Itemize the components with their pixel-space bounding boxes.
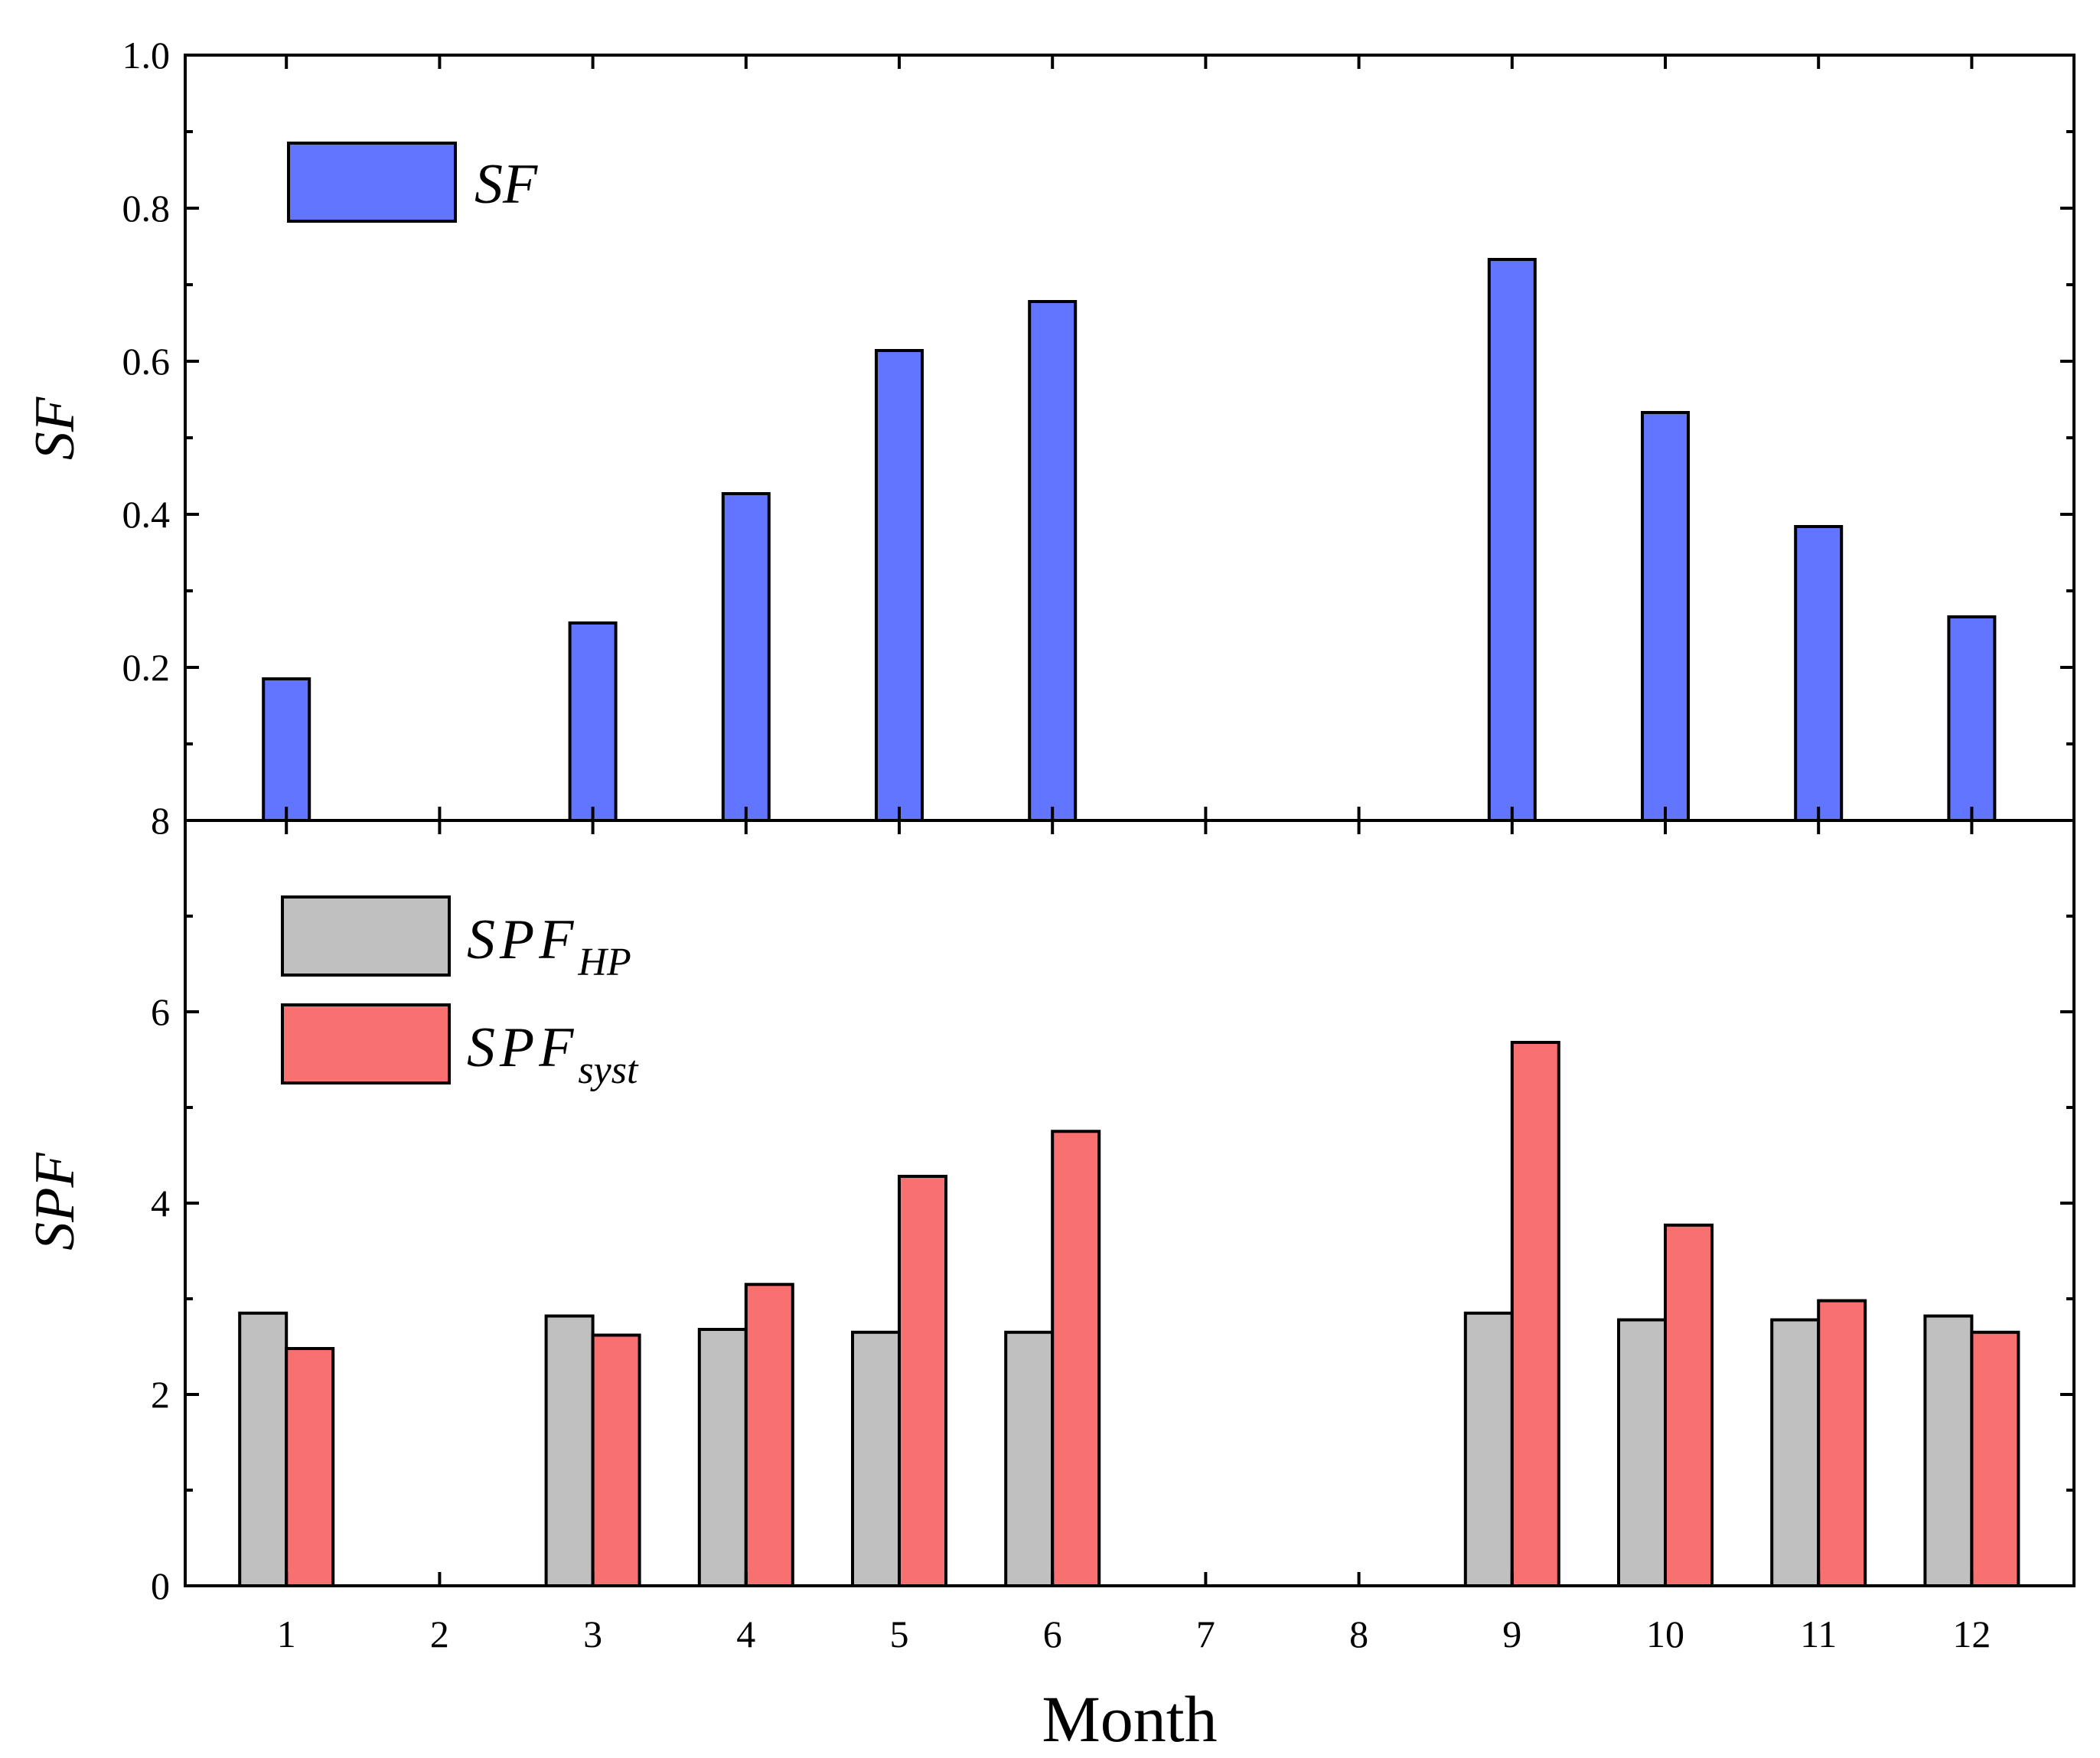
x-tick-label: 2 <box>430 1613 449 1655</box>
spf-syst-bar <box>1664 1223 1714 1587</box>
spf-hp-legend-label: SPFHP <box>467 908 631 984</box>
x-tick-label: 9 <box>1502 1613 1521 1655</box>
x-axis-title: Month <box>1042 1682 1217 1756</box>
spf-syst-legend-main: SPF <box>467 1016 578 1079</box>
spf-y-axis-title: SPF <box>24 1153 86 1251</box>
x-tick-label: 12 <box>1952 1613 1991 1655</box>
spf-hp-bar <box>1004 1330 1055 1587</box>
sf-bar <box>721 492 771 822</box>
spf-hp-bar <box>544 1314 595 1587</box>
x-tick-label: 1 <box>277 1613 296 1655</box>
sf-bar <box>875 349 924 822</box>
x-tick-label: 8 <box>1349 1613 1368 1655</box>
x-tick-label: 10 <box>1646 1613 1684 1655</box>
sf-y-tick-label: 0.6 <box>122 340 171 383</box>
x-tick-label: 4 <box>736 1613 755 1655</box>
spf-hp-legend-swatch <box>281 895 451 977</box>
spf-bars <box>238 1041 2020 1587</box>
spf-syst-bar <box>898 1175 947 1587</box>
sf-bar <box>1794 525 1844 822</box>
spf-hp-legend-subscript: HP <box>577 941 631 984</box>
sf-bar <box>262 677 311 822</box>
spf-syst-bar <box>1051 1130 1101 1587</box>
spf-syst-bar <box>1817 1299 1867 1587</box>
spf-y-tick-label: 0 <box>151 1564 170 1607</box>
sf-y-axis-title: SF <box>24 396 86 460</box>
spf-hp-bar <box>1923 1314 1974 1587</box>
sf-y-tick-label: 0.8 <box>122 187 171 230</box>
spf-syst-legend-swatch <box>281 1003 451 1084</box>
sf-y-tick-label: 8 <box>151 799 170 842</box>
spf-y-tick-label: 4 <box>151 1182 170 1225</box>
spf-y-tick-label: 2 <box>151 1373 170 1416</box>
spf-syst-legend-subscript: syst <box>578 1049 639 1092</box>
spf-hp-bar <box>1617 1318 1667 1587</box>
spf-hp-legend-main: SPF <box>467 908 578 971</box>
spf-hp-bar <box>238 1311 289 1587</box>
spf-y-tick-label: 6 <box>151 990 170 1033</box>
sf-y-tick-label: 0.2 <box>122 646 171 689</box>
x-tick-label: 6 <box>1043 1613 1062 1655</box>
spf-syst-bar <box>1510 1041 1560 1587</box>
spf-syst-bar <box>1970 1330 2020 1587</box>
spf-syst-bar <box>591 1333 641 1587</box>
sf-bar <box>1641 411 1690 822</box>
spf-syst-bar <box>285 1347 335 1587</box>
sf-legend: SF <box>287 142 538 223</box>
sf-bars <box>262 258 1997 822</box>
spf-hp-bar <box>1463 1311 1514 1587</box>
sf-legend-swatch <box>287 142 457 223</box>
sf-y-tick-label: 1.0 <box>122 34 171 77</box>
sf-y-tick-label: 0.4 <box>122 493 171 536</box>
x-tick-label: 11 <box>1800 1613 1837 1655</box>
x-tick-label: 3 <box>583 1613 602 1655</box>
sf-bar <box>1487 258 1537 822</box>
spf-hp-bar <box>1770 1318 1821 1587</box>
spf-syst-bar <box>744 1283 794 1587</box>
x-tick-label: 7 <box>1196 1613 1215 1655</box>
sf-bar <box>1947 615 1997 822</box>
spf-hp-bar <box>851 1330 901 1587</box>
x-tick-label: 5 <box>890 1613 909 1655</box>
spf-hp-bar <box>697 1328 748 1587</box>
spf-syst-legend-label: SPFsyst <box>467 1016 639 1092</box>
sf-bar <box>568 621 618 822</box>
tick-marks <box>185 54 2074 1586</box>
sf-legend-label: SF <box>474 153 538 216</box>
sf-bar <box>1028 300 1078 822</box>
